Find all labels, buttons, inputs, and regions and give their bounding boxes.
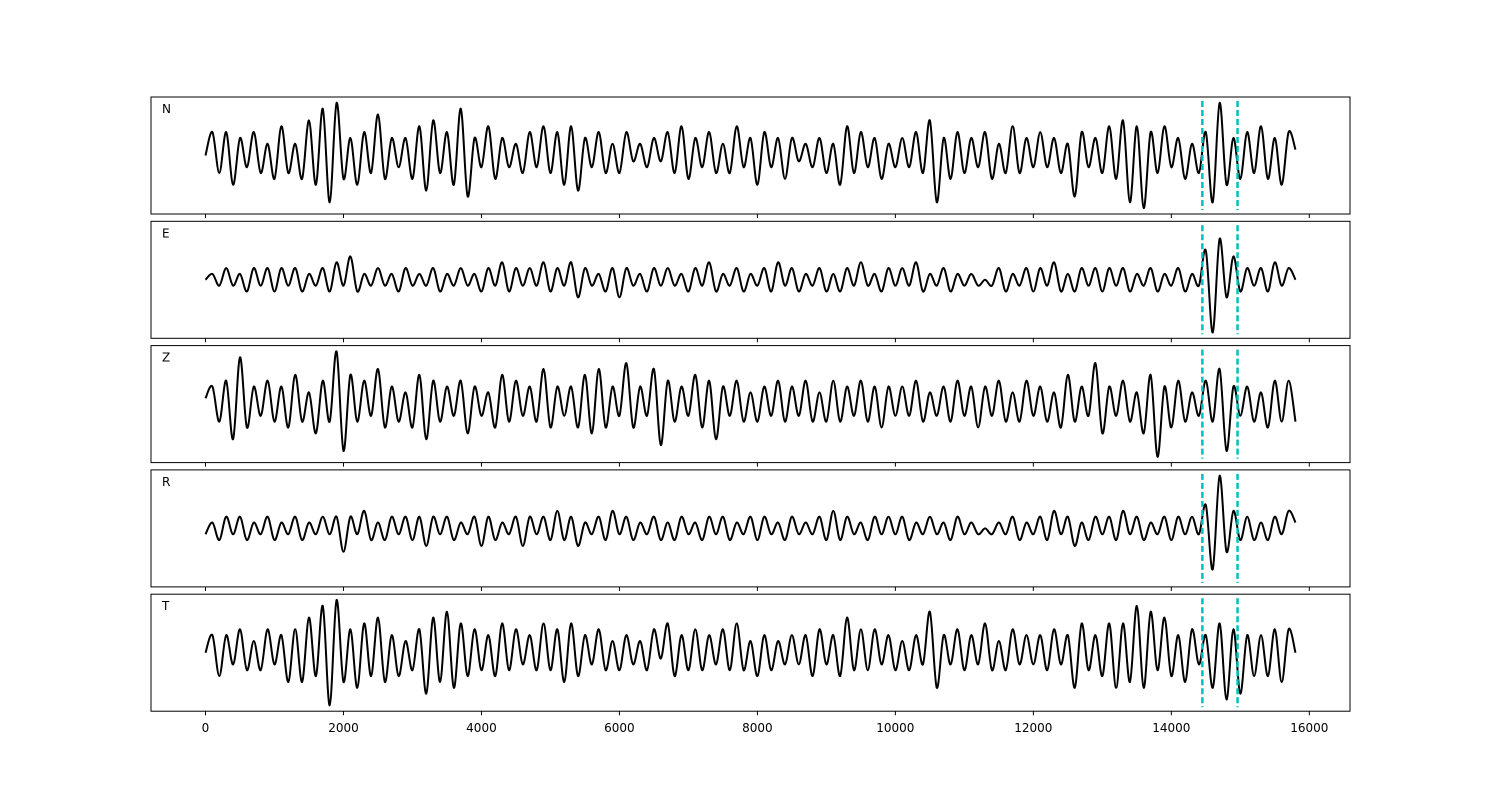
panel-frame xyxy=(150,469,1351,588)
x-tick-label: 4000 xyxy=(466,721,497,735)
panel-label: N xyxy=(162,102,171,116)
x-tick-label: 10000 xyxy=(876,721,914,735)
x-tick-label: 12000 xyxy=(1014,721,1052,735)
x-tick-label: 16000 xyxy=(1290,721,1328,735)
panel-frame xyxy=(150,345,1351,464)
panel-frame xyxy=(150,220,1351,339)
x-tick-label: 14000 xyxy=(1152,721,1190,735)
trace xyxy=(204,474,1297,571)
x-tick-label: 8000 xyxy=(742,721,773,735)
panel-label: T xyxy=(161,599,170,613)
panel-frame xyxy=(150,96,1351,215)
panel-label: R xyxy=(162,475,170,489)
x-tick-label: 2000 xyxy=(328,721,359,735)
trace xyxy=(204,101,1297,210)
panel-label: E xyxy=(162,226,170,240)
x-tick-label: 6000 xyxy=(604,721,635,735)
trace xyxy=(204,350,1297,458)
trace xyxy=(204,237,1297,334)
panel-label: Z xyxy=(162,351,170,365)
x-tick-label: 0 xyxy=(202,721,210,735)
trace xyxy=(204,599,1297,707)
